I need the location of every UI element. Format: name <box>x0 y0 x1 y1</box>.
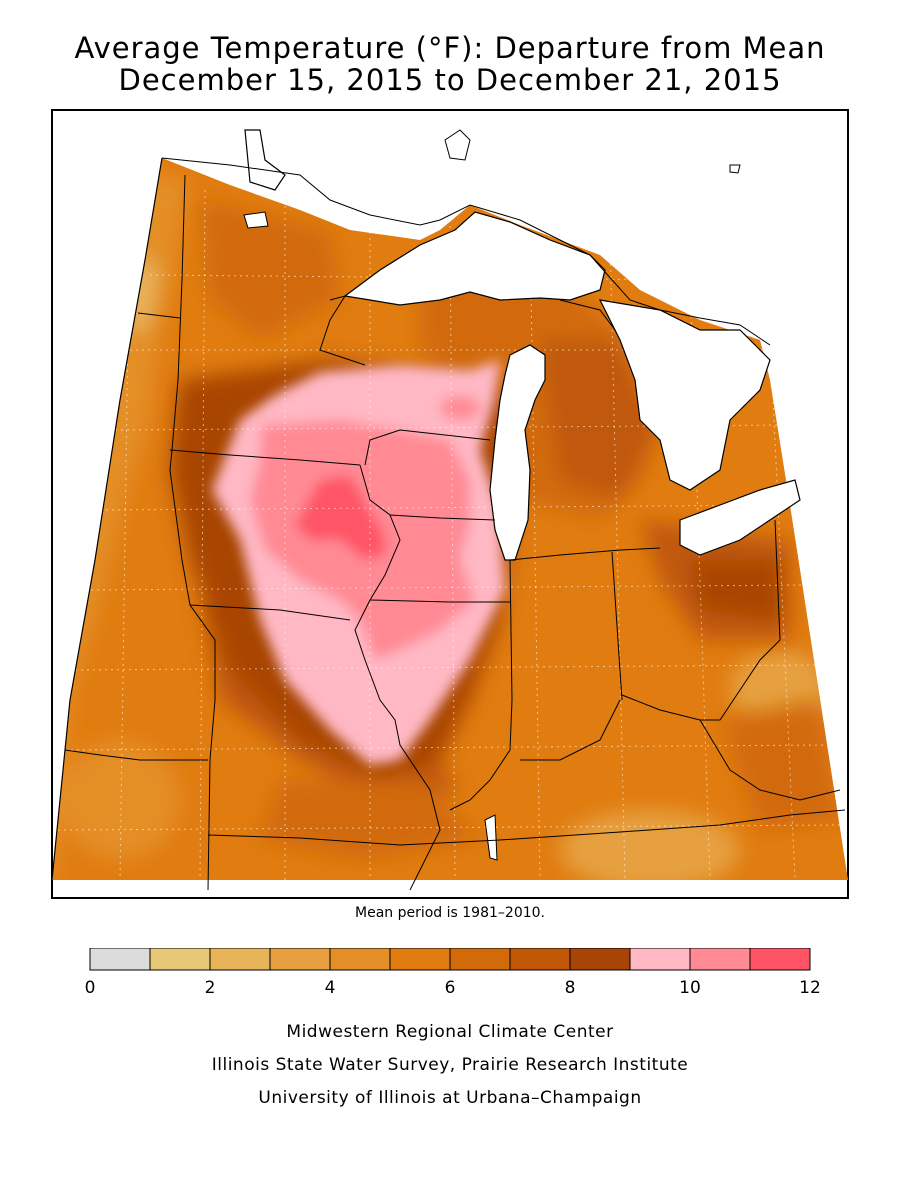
legend-swatch <box>89 948 151 971</box>
legend-swatch <box>629 948 691 971</box>
legend-swatch <box>449 948 511 971</box>
legend-tick-label: 4 <box>324 978 336 998</box>
legend-swatch <box>149 948 211 971</box>
credit-mrcc: Midwestern Regional Climate Center <box>286 1022 614 1042</box>
legend-swatch <box>689 948 751 971</box>
legend-swatch <box>209 948 271 971</box>
legend-swatch <box>569 948 631 971</box>
credit-uiuc: University of Illinois at Urbana–Champai… <box>258 1088 642 1108</box>
color-legend <box>89 948 811 971</box>
legend-swatch <box>269 948 331 971</box>
legend-swatch <box>329 948 391 971</box>
legend-tick-label: 12 <box>799 978 821 998</box>
legend-swatch <box>389 948 451 971</box>
legend-tick-label: 0 <box>84 978 96 998</box>
state-borders <box>64 174 846 891</box>
great-lakes <box>243 129 801 861</box>
mean-period-note: Mean period is 1981–2010. <box>355 905 545 921</box>
map-title-line-2: December 15, 2015 to December 21, 2015 <box>118 63 782 97</box>
lake-superior <box>343 211 606 306</box>
lake-huron <box>598 299 771 491</box>
map-title-line-1: Average Temperature (°F): Departure from… <box>74 31 826 65</box>
map-projection-edge <box>51 157 163 881</box>
legend-tick-label: 8 <box>564 978 576 998</box>
legend-tick-label: 10 <box>679 978 701 998</box>
lake-erie <box>679 479 801 556</box>
legend-swatch <box>749 948 811 971</box>
credit-isws: Illinois State Water Survey, Prairie Res… <box>211 1055 689 1075</box>
lake-michigan <box>489 344 546 561</box>
legend-swatch <box>509 948 571 971</box>
us-canada-border <box>161 157 771 346</box>
legend-tick-label: 2 <box>204 978 216 998</box>
legend-tick-label: 6 <box>444 978 456 998</box>
